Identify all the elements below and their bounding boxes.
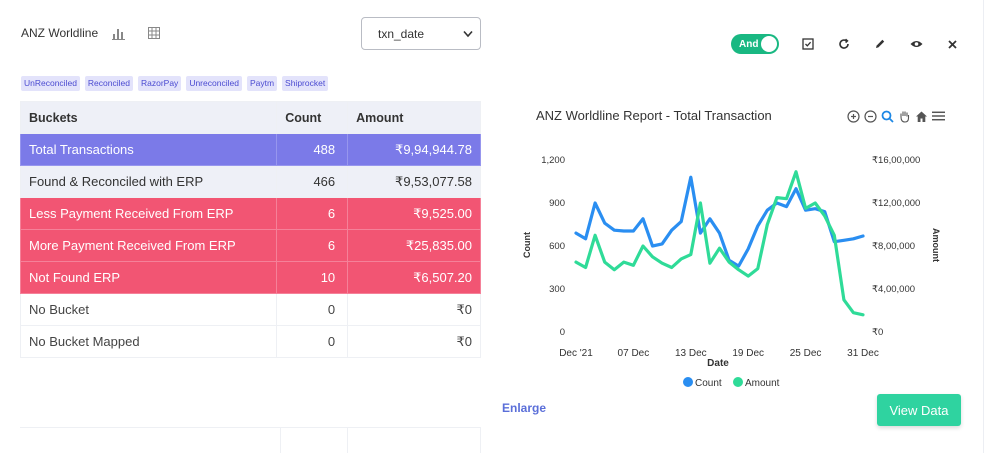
y2-tick-label: ₹8,00,000 (872, 241, 915, 252)
bucket-cell: Total Transactions (19, 133, 278, 166)
table-row[interactable]: Total Transactions 488 ₹9,94,944.78 (19, 133, 481, 166)
header-amount: Amount (347, 101, 481, 134)
filter-chips: UnReconciled Reconciled RazorPay Unrecon… (21, 76, 333, 91)
amount-cell: ₹0 (347, 325, 481, 358)
header: ANZ Worldline (21, 26, 162, 40)
legend-label[interactable]: Count (695, 378, 722, 389)
enlarge-link[interactable]: Enlarge (502, 401, 547, 415)
secondary-table-stub (20, 427, 481, 453)
amount-cell: ₹25,835.00 (347, 229, 481, 262)
buckets-table: Buckets Count Amount Total Transactions 4… (19, 101, 481, 358)
x-tick-label: Dec '21 (559, 348, 593, 359)
y-tick-label: 600 (549, 241, 565, 252)
toolbar: And (731, 34, 959, 54)
series-line-count[interactable] (574, 175, 865, 268)
x-tick-label: 25 Dec (790, 348, 822, 359)
count-cell: 10 (276, 261, 349, 294)
count-cell: 0 (276, 325, 349, 358)
table-grid-icon[interactable] (148, 26, 162, 40)
table-row[interactable]: More Payment Received From ERP 6 ₹25,835.0… (19, 229, 481, 262)
y2-tick-label: ₹16,00,000 (872, 155, 920, 166)
count-cell: 0 (276, 293, 349, 326)
y-tick-label: 900 (549, 198, 565, 209)
table-header-row: Buckets Count Amount (19, 101, 481, 134)
view-data-button[interactable]: View Data (877, 394, 961, 426)
zoom-out-icon[interactable] (864, 110, 877, 123)
count-cell: 466 (276, 165, 349, 198)
bucket-cell: More Payment Received From ERP (19, 229, 278, 262)
bucket-cell: Found & Reconciled with ERP (19, 165, 278, 198)
y-tick-label: 1,200 (541, 155, 565, 166)
legend-label[interactable]: Amount (745, 378, 780, 389)
date-field-value: txn_date (378, 26, 425, 41)
menu-icon[interactable] (932, 110, 945, 123)
pan-hand-icon[interactable] (898, 110, 911, 123)
filter-chip[interactable]: Paytm (246, 76, 278, 91)
filter-chip[interactable]: RazorPay (137, 76, 182, 91)
filter-chip[interactable]: Reconciled (84, 76, 133, 91)
y-tick-label: 0 (560, 327, 565, 338)
y2-tick-label: ₹12,00,000 (872, 198, 920, 209)
checkbox-icon[interactable] (801, 37, 815, 51)
magnifier-icon[interactable] (881, 110, 894, 123)
chart-title: ANZ Worldline Report - Total Transaction (536, 108, 772, 123)
count-cell: 6 (276, 197, 349, 230)
and-or-toggle[interactable]: And (731, 34, 779, 54)
amount-cell: ₹0 (347, 293, 481, 326)
chevron-down-icon (463, 30, 473, 38)
y-tick-label: 300 (549, 284, 565, 295)
date-field-select[interactable]: txn_date (361, 17, 481, 50)
y2-axis-title: Amount (931, 228, 941, 262)
x-tick-label: 13 Dec (675, 348, 707, 359)
bucket-cell: No Bucket Mapped (19, 325, 278, 358)
legend-marker[interactable] (683, 377, 693, 387)
y-axis-title: Count (522, 232, 532, 258)
x-tick-label: 07 Dec (618, 348, 650, 359)
refresh-icon[interactable] (837, 37, 851, 51)
header-count: Count (276, 101, 349, 134)
legend-marker[interactable] (733, 377, 743, 387)
x-tick-label: 19 Dec (732, 348, 764, 359)
chart-toolbar (847, 110, 949, 123)
count-cell: 488 (276, 133, 349, 166)
table-row[interactable]: Not Found ERP 10 ₹6,507.20 (19, 261, 481, 294)
amount-cell: ₹9,525.00 (347, 197, 481, 230)
table-row[interactable]: Less Payment Received From ERP 6 ₹9,525.00 (19, 197, 481, 230)
series-line-amount[interactable] (574, 170, 865, 317)
filter-chip[interactable]: UnReconciled (21, 76, 80, 91)
filter-chip[interactable]: Unreconciled (186, 76, 242, 91)
x-tick-label: 31 Dec (847, 348, 879, 359)
bucket-cell: No Bucket (19, 293, 278, 326)
toggle-knob (761, 36, 777, 52)
y2-tick-label: ₹4,00,000 (872, 284, 915, 295)
y2-tick-label: ₹0 (872, 327, 883, 338)
eye-icon[interactable] (909, 37, 923, 51)
home-icon[interactable] (915, 110, 928, 123)
bucket-cell: Not Found ERP (19, 261, 278, 294)
amount-cell: ₹9,53,077.58 (347, 165, 481, 198)
zoom-in-icon[interactable] (847, 110, 860, 123)
table-row[interactable]: No Bucket 0 ₹0 (19, 293, 481, 326)
header-buckets: Buckets (19, 101, 278, 134)
table-row[interactable]: Found & Reconciled with ERP 466 ₹9,53,077.… (19, 165, 481, 198)
amount-cell: ₹9,94,944.78 (347, 133, 481, 166)
panel-border (983, 0, 984, 453)
amount-cell: ₹6,507.20 (347, 261, 481, 294)
table-row[interactable]: No Bucket Mapped 0 ₹0 (19, 325, 481, 358)
count-cell: 6 (276, 229, 349, 262)
bar-chart-icon[interactable] (112, 26, 126, 40)
close-icon[interactable] (945, 37, 959, 51)
bucket-cell: Less Payment Received From ERP (19, 197, 278, 230)
app-title: ANZ Worldline (21, 26, 99, 40)
x-axis-title: Date (707, 358, 729, 369)
edit-pencil-icon[interactable] (873, 37, 887, 51)
filter-chip[interactable]: Shiprocket (282, 76, 329, 91)
transaction-line-chart: 0 300 600 900 1,200 ₹0 ₹4,00,000 ₹8,00,000 ₹12,… (522, 155, 941, 389)
toggle-label: And (739, 38, 759, 50)
